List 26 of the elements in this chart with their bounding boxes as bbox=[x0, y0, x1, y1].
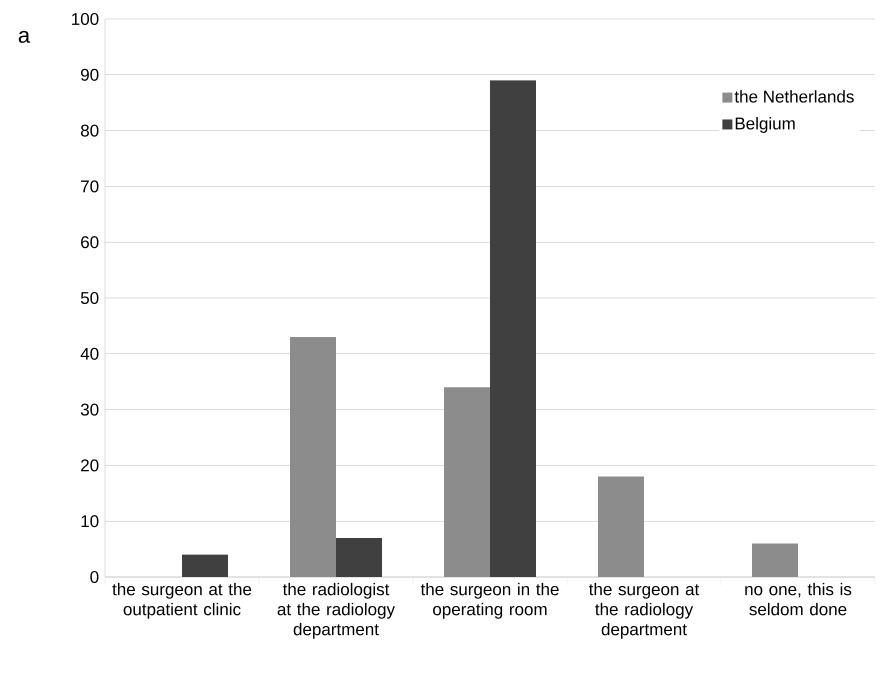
y-tick-label: 60 bbox=[81, 236, 98, 248]
bar bbox=[290, 337, 336, 577]
x-tick-label: the radiologist at the radiology department bbox=[278, 582, 396, 639]
y-tick-label: 80 bbox=[80, 124, 98, 137]
legend-label: Belgium bbox=[736, 117, 795, 133]
x-tick-label: the surgeon at the radiology department bbox=[588, 582, 700, 639]
bar bbox=[444, 387, 490, 577]
y-tick-label: 10 bbox=[82, 515, 98, 528]
bar bbox=[336, 538, 382, 577]
x-tick-label: the surgeon in the operating room bbox=[420, 582, 559, 619]
y-tick-label: 50 bbox=[80, 292, 98, 304]
x-tick-label: no one, this is seldom done bbox=[745, 582, 852, 616]
legend-label: the Netherlands bbox=[734, 90, 854, 103]
y-tick-label: 100 bbox=[72, 12, 98, 26]
bar bbox=[598, 476, 644, 577]
y-tick-label: 30 bbox=[80, 404, 98, 416]
x-tick-label: the surgeon at the outpatient clinic bbox=[112, 582, 252, 619]
text: a bbox=[18, 30, 30, 43]
y-tick-label: 70 bbox=[81, 180, 98, 192]
y-tick-label: 90 bbox=[81, 68, 98, 81]
y-tick-label: 0 bbox=[90, 570, 98, 584]
bar bbox=[182, 554, 228, 577]
bar bbox=[752, 544, 798, 577]
bar bbox=[490, 80, 536, 577]
y-tick-label: 20 bbox=[81, 459, 98, 472]
y-tick-label: 40 bbox=[80, 348, 98, 360]
